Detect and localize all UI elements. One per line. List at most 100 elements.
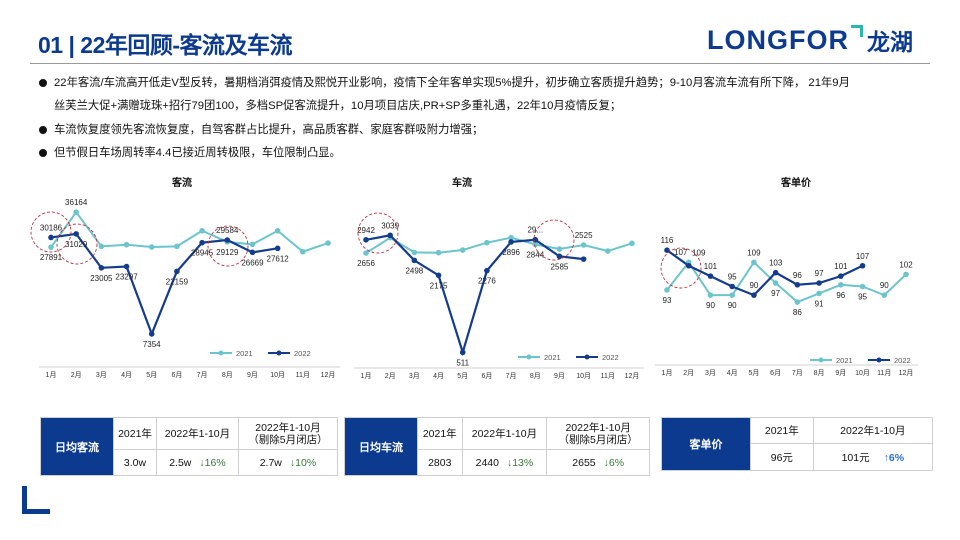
bullet-2: 车流恢复度领先客流恢复度，自驾客群占比提升，高品质客群、家庭客群吸附力增强；: [38, 119, 938, 142]
table-cell: 2803: [417, 449, 463, 476]
data-label-2022: 28945: [191, 249, 214, 258]
data-label-2021: 93: [663, 296, 672, 305]
x-tick-label: 2月: [385, 372, 396, 380]
x-tick-label: 9月: [554, 372, 565, 380]
data-point-2022: [729, 283, 735, 290]
x-tick-label: 12月: [899, 369, 914, 377]
x-tick-label: 1月: [46, 371, 57, 379]
data-point-2021: [148, 244, 155, 250]
data-label-2022: 29...: [527, 226, 543, 235]
x-tick-label: 4月: [433, 372, 444, 380]
x-tick-label: 1月: [361, 372, 372, 380]
table-cell: 101元 ↑6%: [812, 443, 934, 471]
data-point-2022: [772, 269, 779, 276]
summary-table-2: 日均车流 2021年 2022年1-10月 2022年1-10月 （剔除5月闭店） 28…: [344, 417, 650, 476]
data-point-2021: [881, 292, 888, 298]
chart-title: 车流: [452, 176, 472, 189]
table-cell: 3.0w: [113, 449, 157, 476]
cell-value: 2.7w: [259, 456, 282, 469]
table-cell: 2440 ↓13%: [461, 449, 548, 476]
data-point-2021: [484, 239, 490, 246]
chart-title: 客流: [171, 176, 192, 189]
legend-label: 2021: [544, 353, 561, 362]
data-label-2022: 3039: [381, 221, 399, 230]
x-tick-label: 11月: [296, 371, 310, 379]
column-header: 2022年1-10月 （剔除5月闭店）: [546, 417, 650, 450]
data-point-2021: [300, 248, 306, 255]
data-label-2021: 102: [899, 260, 913, 269]
x-tick-label: 3月: [96, 371, 107, 379]
x-tick-label: 12月: [321, 371, 336, 379]
data-point-2021: [707, 292, 714, 298]
summary-table-1: 日均客流 2021年 2022年1-10月 2022年1-10月 （剔除5月闭店） 3.…: [40, 417, 339, 476]
chart-3: 客单价 1月 2月 3月 4月 5月 6月 7月 8月 9月 10月 11月 12月 93 109 90 90 1…: [655, 176, 918, 377]
data-point-2021: [903, 271, 909, 278]
legend-label: 2022: [894, 356, 911, 365]
legend-marker-2021: [526, 354, 532, 360]
data-label-2021: 27891: [40, 253, 63, 262]
x-tick-label: 2月: [71, 371, 82, 379]
table-cell: 96元: [750, 443, 814, 471]
x-tick-label: 10月: [855, 369, 870, 377]
data-label-2022: 23005: [90, 274, 113, 283]
highlight-circle: [660, 247, 702, 289]
data-point-2022: [664, 247, 670, 253]
chart-2: 车流 1月 2月 3月 4月 5月 6月 7月 8月 9月 10月 11月 12月 2656 2844 252…: [354, 176, 644, 380]
bullet-1: 22年客流/车流高开低走V型反转，暑期档消弭疫情及熙悦开业影响，疫情下全年客单实…: [38, 72, 938, 95]
x-tick-label: 11月: [601, 372, 615, 380]
data-point-2021: [459, 247, 466, 253]
series-line-2021: [666, 260, 907, 304]
cell-value: 96元: [770, 451, 793, 464]
x-tick-label: 8月: [530, 372, 541, 380]
data-point-2021: [794, 299, 801, 305]
data-label-2022: 22159: [166, 277, 189, 286]
data-point-2022: [838, 273, 844, 279]
data-label-2021: 109: [747, 248, 761, 257]
chart-title: 客单价: [780, 176, 812, 189]
data-label-2021: 90: [728, 301, 737, 310]
data-point-2022: [363, 237, 369, 243]
data-label-2022: 107: [856, 252, 870, 261]
page-title: 01 | 22年回顾-客流及车流: [38, 32, 293, 58]
cell-value: 2440: [475, 456, 499, 469]
change-indicator: ↓10%: [289, 456, 317, 469]
data-label-2021: 29129: [216, 248, 239, 257]
x-tick-label: 10月: [576, 372, 591, 380]
x-tick-label: 3月: [705, 369, 716, 377]
data-point-2022: [685, 262, 692, 269]
data-point-2022: [794, 281, 801, 288]
legend-marker-2021: [818, 357, 824, 363]
data-point-2022: [411, 257, 418, 264]
data-label-2022: 103: [769, 259, 783, 268]
x-tick-label: 4月: [121, 371, 132, 379]
data-point-2021: [838, 281, 844, 288]
x-tick-label: 2月: [683, 369, 694, 377]
legend-marker-2022: [876, 357, 882, 363]
highlight-circle: [56, 223, 98, 265]
data-label-2022: 101: [704, 262, 718, 271]
data-label-2022: 29584: [216, 226, 239, 235]
longfor-logo: LONGFOR 龙湖: [707, 24, 913, 56]
cell-value: 3.0w: [123, 456, 147, 469]
data-point-2022: [73, 231, 79, 237]
data-point-2021: [411, 249, 418, 256]
data-point-2022: [580, 256, 587, 262]
data-label-2022: 7354: [143, 340, 161, 349]
data-point-2021: [629, 240, 635, 247]
series-line-2022: [365, 234, 584, 357]
data-label-2022: 2276: [478, 277, 496, 286]
data-label-2021: 36164: [65, 198, 88, 207]
table-row-header: 客单价: [661, 417, 751, 471]
x-tick-label: 11月: [877, 369, 891, 377]
column-header: 2021年: [113, 417, 157, 450]
chart-1: 客流 1月 2月 3月 4月 5月 6月 7月 8月 9月 10月 11月 12月 27891 36164 2…: [30, 176, 340, 379]
data-label-2021: 2656: [357, 259, 375, 268]
data-label-2022: 96: [793, 271, 802, 280]
table-cell: 2.7w ↓10%: [237, 449, 339, 476]
data-point-2021: [508, 234, 514, 241]
table-row-header: 日均客流: [40, 417, 114, 476]
bullet-3: 但节假日车场周转率4.4已接近周转极限，车位限制凸显。: [38, 142, 938, 165]
x-tick-label: 7月: [792, 369, 803, 377]
series-line-2021: [365, 236, 633, 254]
